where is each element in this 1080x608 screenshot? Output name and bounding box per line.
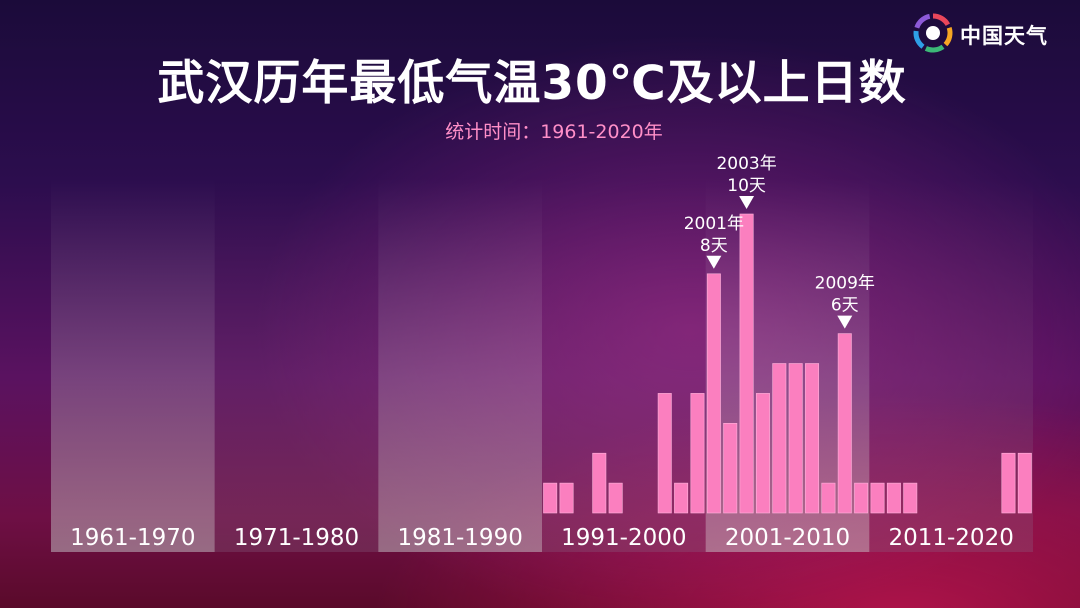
annotation-marker-2001 (706, 255, 722, 269)
bar-1991 (543, 482, 558, 514)
decade-label: 2001-2010 (725, 525, 850, 551)
chart-title: 武汉历年最低气温30℃及以上日数 (157, 56, 907, 111)
bar-1995 (608, 482, 623, 514)
decade-label: 1981-1990 (397, 525, 522, 551)
bar-2002 (723, 422, 738, 514)
bar-1994 (592, 452, 607, 514)
decade-label: 2011-2020 (888, 525, 1013, 551)
bar-2003 (739, 213, 754, 514)
annotation-year-2009: 2009年 (815, 274, 875, 294)
decade-band (51, 178, 215, 552)
annotation-value-2001: 8天 (700, 236, 728, 256)
annotation-value-2009: 6天 (831, 296, 859, 316)
bar-2005 (772, 363, 787, 514)
annotation-value-2003: 10天 (727, 176, 766, 196)
decade-band (214, 178, 379, 552)
decade-label: 1991-2000 (561, 525, 686, 551)
bar-2012 (886, 482, 901, 514)
bar-2007 (805, 363, 820, 514)
decade-label: 1961-1970 (70, 525, 195, 551)
brand-logo: 中国天气 (912, 12, 1062, 54)
bar-2020 (1017, 452, 1032, 514)
annotation-marker-2009 (837, 315, 853, 329)
china-weather-logo-icon (913, 13, 953, 53)
brand-name: 中国天气 (960, 24, 1048, 48)
bar-2019 (1001, 452, 1016, 514)
bar-2010 (854, 482, 869, 514)
bar-2013 (903, 482, 918, 514)
decade-band (378, 178, 542, 552)
bar-2000 (690, 393, 705, 514)
bar-2008 (821, 482, 836, 514)
bar-2011 (870, 482, 885, 514)
annotation-marker-2003 (739, 196, 755, 209)
bar-2009 (837, 333, 852, 514)
bar-1998 (657, 393, 672, 514)
annotation-year-2003: 2003年 (716, 154, 776, 174)
bar-2006 (788, 363, 803, 514)
chart-subtitle: 统计时间：1961-2020年 (445, 121, 663, 143)
bar-2004 (755, 393, 770, 514)
annotation-year-2001: 2001年 (684, 214, 744, 234)
decade-label: 1971-1980 (234, 525, 359, 551)
bar-1999 (674, 482, 689, 514)
bar-1992 (559, 482, 574, 514)
bar-2001 (706, 273, 721, 514)
